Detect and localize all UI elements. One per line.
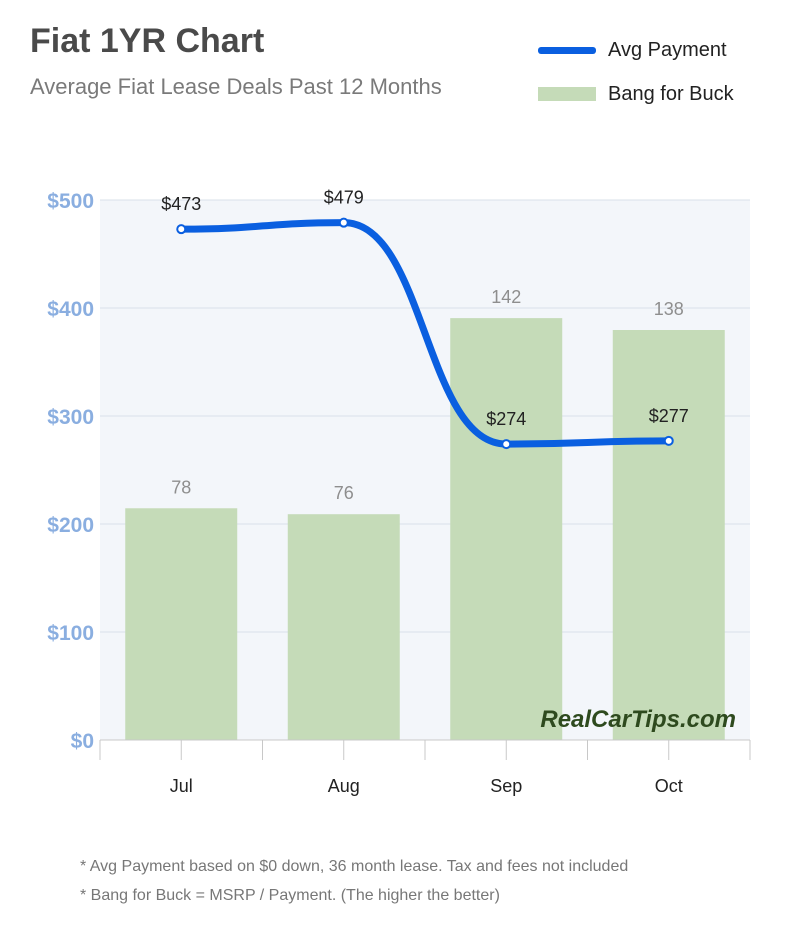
legend-item-bang-for-buck: Bang for Buck	[538, 72, 734, 116]
bar	[450, 318, 563, 740]
x-tick-label: Jul	[170, 776, 193, 796]
y-tick-label: $400	[47, 298, 94, 321]
legend-swatch-bang-for-buck	[538, 87, 596, 101]
bar-value-label: 138	[654, 299, 684, 319]
avg-payment-label: $274	[486, 409, 526, 429]
y-tick-label: $300	[47, 406, 94, 429]
footnote-bang-for-buck: * Bang for Buck = MSRP / Payment. (The h…	[80, 887, 500, 904]
avg-payment-label: $473	[161, 194, 201, 214]
bar-value-label: 78	[171, 477, 191, 497]
chart-canvas: $0 $100 $200 $300 $400 $500 78 76 142 138 Jul Aug Se…	[47, 188, 751, 796]
avg-payment-label: $479	[324, 188, 364, 208]
bar	[125, 508, 238, 740]
avg-payment-point	[501, 439, 512, 450]
legend-swatch-avg-payment	[538, 46, 596, 54]
x-tick-label: Aug	[328, 776, 360, 796]
y-tick-label: $200	[47, 514, 94, 537]
y-tick-label: $100	[47, 622, 94, 645]
watermark-logo: RealCarTips.com	[540, 706, 736, 733]
avg-payment-label: $277	[649, 406, 689, 426]
legend-label-avg-payment: Avg Payment	[608, 38, 727, 61]
avg-payment-line	[177, 219, 673, 448]
y-tick-label: $0	[71, 730, 94, 753]
avg-payment-point	[176, 224, 187, 235]
x-tick-label: Sep	[490, 776, 522, 796]
footnote-avg-payment: * Avg Payment based on $0 down, 36 month…	[80, 858, 629, 875]
chart-title: Fiat 1YR Chart	[30, 22, 265, 60]
avg-payment-point	[338, 217, 349, 228]
y-tick-label: $500	[47, 190, 94, 213]
chart-legend: Avg Payment Bang for Buck	[538, 28, 734, 116]
bar-value-label: 76	[334, 483, 354, 503]
bar	[612, 330, 725, 740]
bar-value-label: 142	[491, 287, 521, 307]
legend-item-avg-payment: Avg Payment	[538, 28, 734, 72]
chart-subtitle: Average Fiat Lease Deals Past 12 Months	[30, 74, 442, 99]
legend-label-bang-for-buck: Bang for Buck	[608, 82, 734, 105]
avg-payment-point	[663, 435, 674, 446]
x-tick-label: Oct	[655, 776, 683, 796]
bar	[287, 514, 400, 740]
